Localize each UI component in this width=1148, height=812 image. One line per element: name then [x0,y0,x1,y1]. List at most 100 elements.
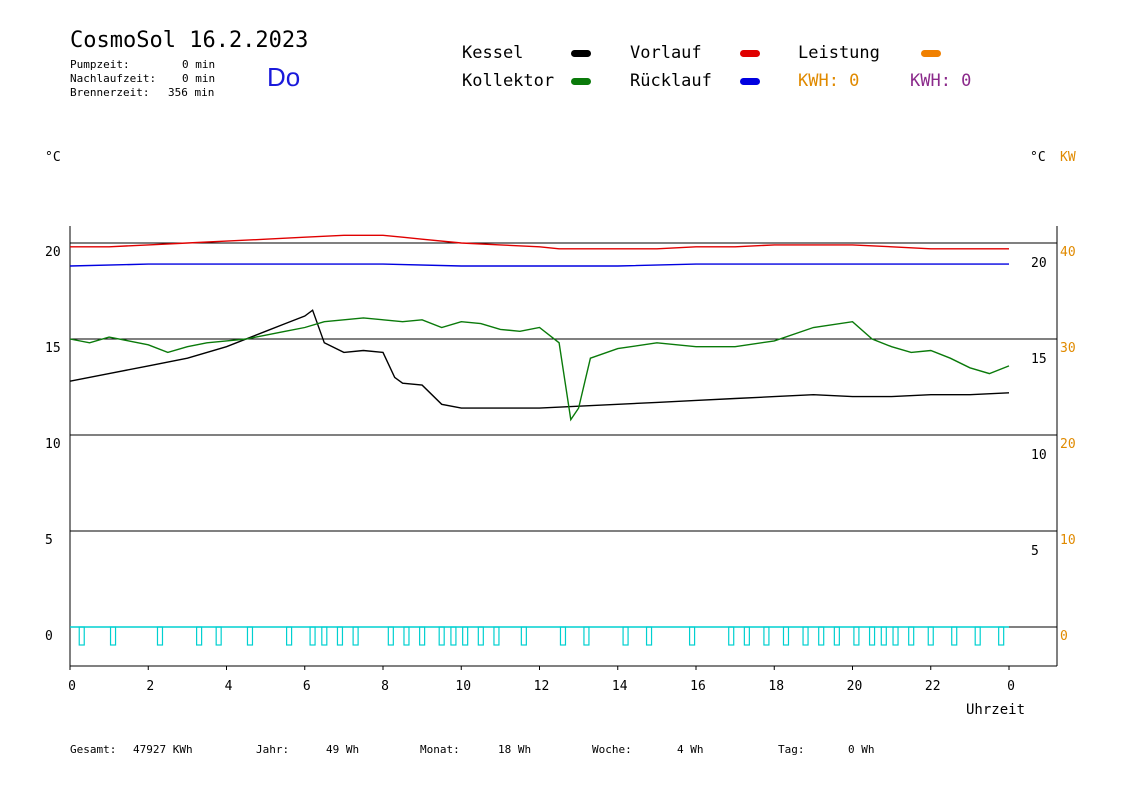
pump-event-marker [438,626,445,646]
legend-kollektor: Kollektor [462,71,555,91]
pump-event-marker [450,626,457,646]
pump-event-marker [951,626,958,646]
pump-event-marker [622,626,629,646]
stat-value-pumpzeit: 0 min [182,58,216,71]
legend-kwh-1: KWH: 0 [798,71,860,91]
pump-event-marker [520,626,527,646]
legend-swatch-leistung [921,50,941,57]
x-tick-label: 10 [455,679,471,694]
y-tick-label-right: 20 [1031,256,1047,271]
pump-event-marker [974,626,981,646]
legend-swatch-kessel [571,50,591,57]
y-tick-label-kw: 0 [1060,629,1068,644]
pump-event-marker [387,626,394,646]
y-axis-label-kw: KW [1060,150,1076,165]
legend-kessel: Kessel [462,43,524,63]
y-tick-label-left: 20 [45,245,61,260]
x-tick-label: 14 [612,679,628,694]
footer-tag-label: Tag: [778,743,805,756]
x-tick-label: 4 [225,679,233,694]
y-tick-label-kw: 20 [1060,437,1076,452]
pump-event-marker [309,626,316,646]
y-tick-label-left: 10 [45,437,61,452]
pump-event-marker [462,626,469,646]
stat-value-brennerzeit: 356 min [168,86,215,99]
footer-tag-value: 0 Wh [848,743,875,756]
x-axis-label: Uhrzeit [966,702,1025,718]
pump-event-marker [559,626,567,646]
footer-gesamt-value: 47927 KWh [133,743,193,756]
y-tick-label-right: 10 [1031,448,1047,463]
footer-gesamt-label: Gesamt: [70,743,117,756]
y-tick-label-kw: 40 [1060,245,1076,260]
footer-monat-value: 18 Wh [498,743,532,756]
pump-event-marker [892,626,899,646]
x-tick-label: 20 [847,679,863,694]
x-tick-label: 2 [146,679,154,694]
weekday-label: Do [267,62,301,92]
stat-label-pumpzeit: Pumpzeit: [70,58,130,71]
x-tick-label: 8 [381,679,389,694]
pump-event-marker [78,626,85,646]
legend-swatch-ruecklauf [740,78,760,85]
x-tick-label: 18 [768,679,784,694]
pump-event-marker [286,626,293,646]
pump-event-marker [352,626,359,646]
chart-title: CosmoSol 16.2.2023 [70,28,309,53]
pump-event-marker [109,626,117,646]
legend-vorlauf: Vorlauf [630,43,702,63]
y-tick-label-kw: 10 [1060,533,1076,548]
y-axis-label-left: °C [45,150,61,165]
y-tick-label-kw: 30 [1060,341,1076,356]
series-line-vorlauf [70,234,1009,250]
pump-event-marker [802,626,809,646]
legend-kwh-2: KWH: 0 [910,71,972,91]
pump-event-marker [645,626,653,646]
legend-leistung: Leistung [798,43,880,63]
pump-event-marker [833,626,840,646]
pump-event-marker [818,626,825,646]
x-tick-label: 16 [690,679,706,694]
pump-event-marker [782,626,790,646]
y-tick-label-left: 0 [45,629,53,644]
pump-event-marker [763,626,770,646]
pump-event-marker [246,626,254,646]
temperature-chart: °C °C KW 0 2 4 6 8 10 12 14 16 18 20 22 0 20 15 10 5 0 20 1… [45,150,1076,718]
footer-woche-value: 4 Wh [677,743,704,756]
pump-event-marker [419,626,426,646]
pump-event-marker [321,626,328,646]
pump-event-marker [743,626,750,646]
pump-event-marker [403,626,410,646]
x-tick-label: 0 [1007,679,1015,694]
stat-value-nachlaufzeit: 0 min [182,72,216,85]
pump-event-marker [215,626,222,646]
pump-event-marker [880,626,887,646]
pump-event-marker [336,626,344,646]
y-tick-label-right: 15 [1031,352,1047,367]
y-tick-label-left: 15 [45,341,61,356]
pump-event-marker [728,626,735,646]
x-tick-label: 22 [925,679,941,694]
pump-event-marker [493,626,500,646]
footer-monat-label: Monat: [420,743,460,756]
pump-event-marker [998,626,1005,646]
pump-event-marker [477,626,484,646]
series-line-rücklauf [69,263,1009,267]
pump-event-marker [156,626,164,646]
pump-event-marker [868,626,876,646]
footer-jahr-value: 49 Wh [326,743,360,756]
series-line-kollektor [69,317,1010,422]
pump-event-marker [196,626,203,646]
legend-ruecklauf: Rücklauf [630,71,712,91]
x-tick-label: 12 [534,679,550,694]
pump-event-marker [927,626,934,646]
footer-woche-label: Woche: [592,743,632,756]
y-axis-label-right: °C [1030,150,1046,165]
pump-event-marker [853,626,860,646]
pump-event-marker [583,626,590,646]
footer-jahr-label: Jahr: [256,743,290,756]
pump-event-marker [908,626,915,646]
stat-label-nachlaufzeit: Nachlaufzeit: [70,72,157,85]
legend-swatch-kollektor [571,78,591,85]
stat-label-brennerzeit: Brennerzeit: [70,86,150,99]
